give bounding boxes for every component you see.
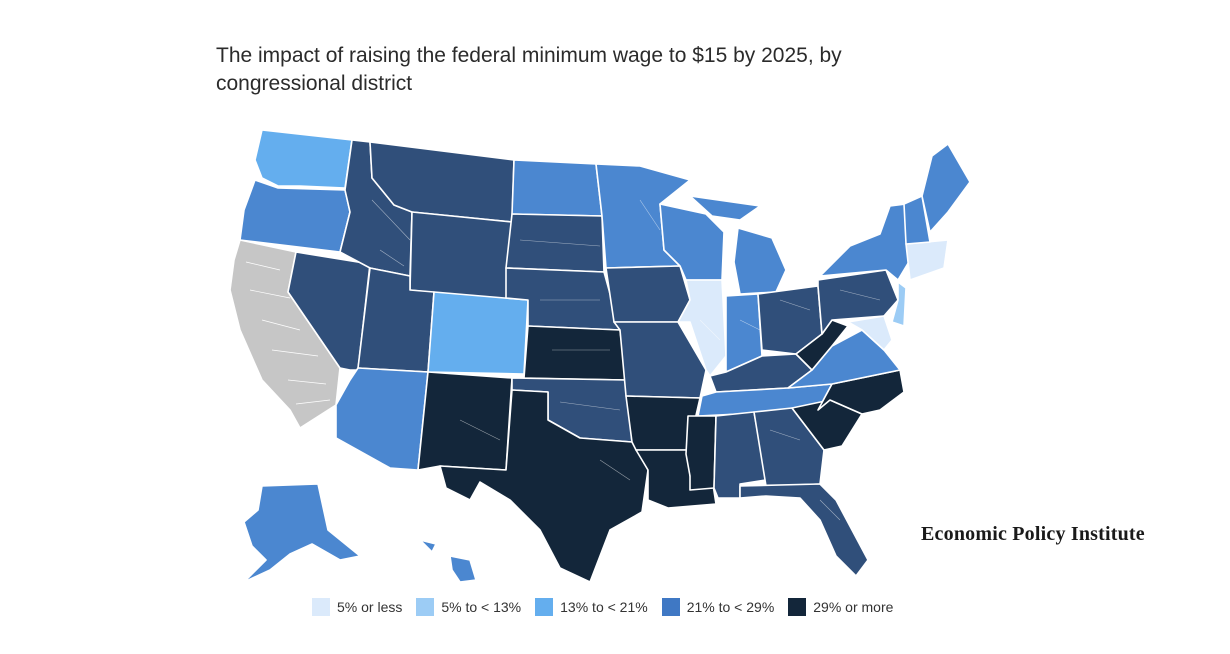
- legend-swatch: [312, 598, 330, 616]
- state-washington[interactable]: [254, 129, 353, 189]
- state-new-england-south[interactable]: [905, 239, 949, 281]
- state-mississippi[interactable]: [685, 415, 717, 491]
- legend-item: 13% to < 21%: [535, 598, 648, 616]
- state-wyoming[interactable]: [409, 211, 513, 301]
- publisher-logo: Economic Policy Institute: [921, 523, 1145, 545]
- legend-label: 5% to < 13%: [441, 599, 522, 615]
- legend-swatch: [535, 598, 554, 616]
- legend-item: 5% to < 13%: [416, 598, 521, 616]
- state-missouri[interactable]: [613, 321, 707, 399]
- state-south-dakota[interactable]: [505, 213, 605, 273]
- state-pennsylvania[interactable]: [817, 269, 899, 335]
- map-title: The impact of raising the federal minimu…: [216, 44, 842, 95]
- legend-item: 29% or more: [788, 598, 893, 616]
- state-kansas[interactable]: [523, 325, 627, 381]
- state-colorado[interactable]: [427, 291, 529, 375]
- state-arizona[interactable]: [335, 367, 429, 471]
- state-texas[interactable]: [439, 389, 649, 583]
- legend-label: 5% or less: [337, 599, 403, 615]
- district-lines: [371, 199, 881, 521]
- state-new-mexico[interactable]: [417, 371, 513, 471]
- state-oregon[interactable]: [239, 179, 351, 253]
- legend-swatch: [416, 598, 435, 616]
- state-maine[interactable]: [921, 143, 971, 233]
- state-maryland[interactable]: [847, 315, 893, 351]
- legend-label: 21% to < 29%: [686, 599, 775, 615]
- legend-label: 13% to < 21%: [560, 599, 648, 615]
- state-vermont-new-hampshire[interactable]: [903, 195, 931, 245]
- map-legend: 5% or less 5% to < 13% 13% to < 21% 21% …: [312, 598, 893, 616]
- state-iowa[interactable]: [605, 265, 691, 323]
- state-new-jersey[interactable]: [891, 281, 907, 327]
- state-illinois[interactable]: [677, 279, 727, 377]
- california-district-lines: [245, 261, 331, 405]
- legend-label: 29% or more: [813, 599, 894, 615]
- state-new-york[interactable]: [819, 203, 911, 281]
- legend-swatch: [788, 598, 807, 616]
- state-north-dakota[interactable]: [511, 159, 603, 217]
- legend-item: 5% or less: [312, 598, 402, 616]
- state-hawaii[interactable]: [419, 539, 477, 583]
- legend-swatch: [661, 598, 680, 616]
- state-alaska[interactable]: [243, 483, 361, 583]
- legend-item: 21% to < 29%: [661, 598, 775, 616]
- state-florida[interactable]: [739, 483, 869, 577]
